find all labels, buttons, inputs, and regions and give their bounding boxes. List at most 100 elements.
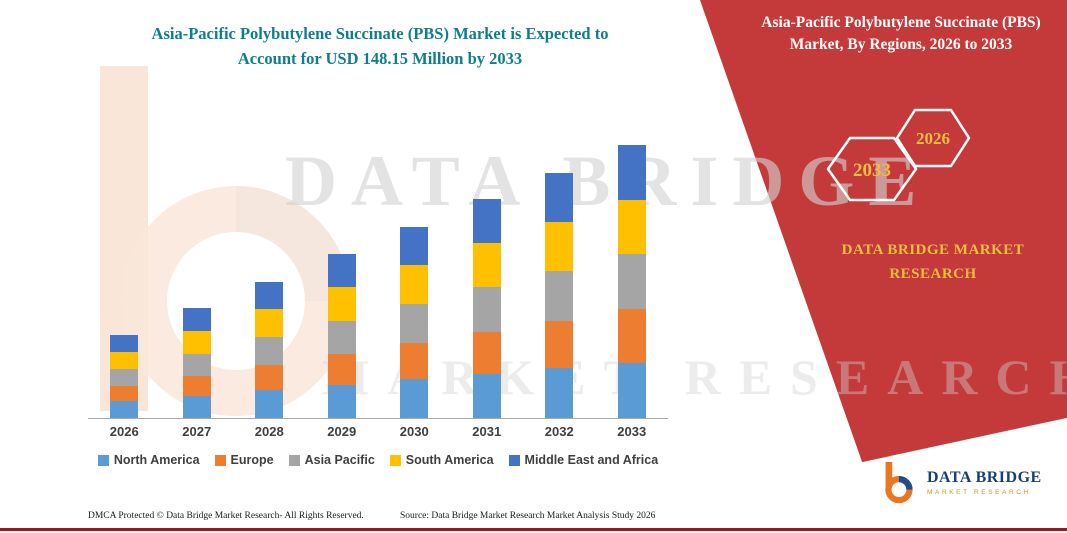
legend-swatch: [389, 454, 401, 466]
bar-stack: [110, 335, 139, 418]
bar-segment-asia-pacific: [110, 369, 139, 386]
brand-logo: DATA BRIDGE MARKET RESEARCH: [876, 460, 1042, 504]
bar-stack: [472, 198, 501, 418]
bar-column: [596, 145, 669, 418]
bar-segment-asia-pacific: [327, 320, 356, 354]
bar-column: [306, 254, 379, 418]
category-label: 2031: [472, 424, 502, 439]
bar-segment-south-america: [472, 243, 501, 288]
bar-segment-middle-east-and-africa: [182, 307, 211, 331]
bar-stack: [255, 281, 284, 418]
hexagon-2033-label: 2033: [853, 160, 891, 181]
bar-segment-north-america: [472, 373, 501, 418]
hexagon-2026-outline: [895, 108, 971, 168]
bar-segment-south-america: [400, 265, 429, 305]
bar-segment-south-america: [255, 309, 284, 338]
bar-segment-middle-east-and-africa: [617, 145, 646, 200]
bar-segment-asia-pacific: [182, 353, 211, 376]
category-label: 2027: [182, 424, 212, 439]
dmca-text: DMCA Protected © Data Bridge Market Rese…: [88, 511, 364, 521]
hexagon-2026-label: 2026: [916, 129, 950, 148]
panel-brand-text: DATA BRIDGE MARKET RESEARCH: [805, 238, 1061, 286]
legend-swatch: [214, 454, 226, 466]
legend-label: North America: [113, 453, 200, 467]
bar-segment-asia-pacific: [617, 254, 646, 310]
bar-column: [523, 173, 596, 418]
bar-segment-south-america: [617, 199, 646, 255]
legend-label: Asia Pacific: [304, 453, 375, 467]
bar-column: [161, 307, 234, 418]
bar-segment-middle-east-and-africa: [472, 198, 501, 244]
main-headline-line2: Account for USD 148.15 Million by 2033: [237, 48, 523, 68]
category-label: 2028: [254, 424, 284, 439]
legend-label: Middle East and Africa: [524, 453, 659, 467]
chart-legend: North America Europe Asia Pacific South Ame…: [78, 453, 678, 467]
bar-stack: [182, 307, 211, 418]
category-label: 2033: [617, 424, 647, 439]
panel-brand-line2: RESEARCH: [889, 266, 977, 282]
bar-column: [88, 335, 161, 418]
main-headline: Asia-Pacific Polybutylene Succinate (PBS…: [110, 22, 650, 72]
bar-segment-middle-east-and-africa: [327, 254, 356, 288]
bar-segment-asia-pacific: [472, 287, 501, 332]
bar-segment-south-america: [110, 351, 139, 370]
bar-segment-south-america: [182, 330, 211, 354]
category-label: 2030: [399, 424, 429, 439]
bar-segment-europe: [472, 331, 501, 374]
bar-segment-europe: [617, 309, 646, 363]
bar-segment-middle-east-and-africa: [400, 226, 429, 266]
year-hexagons: 2033 2026: [826, 108, 971, 202]
category-label: 2026: [109, 424, 139, 439]
bar-segment-asia-pacific: [255, 337, 284, 365]
bar-segment-middle-east-and-africa: [545, 173, 574, 223]
bar-segment-north-america: [110, 401, 139, 418]
bar-segment-europe: [255, 364, 284, 391]
category-labels: 2026 2027 2028 2029 2030 2031 2032 2033: [88, 424, 668, 439]
bar-segment-north-america: [255, 390, 284, 418]
hexagon-2033-outline: [826, 136, 918, 202]
brand-logo-name: DATA BRIDGE: [927, 468, 1042, 486]
bar-column: [451, 198, 524, 418]
watermark-text-line1: DATA BRIDGE: [285, 141, 931, 221]
bar-segment-europe: [182, 375, 211, 396]
category-label: 2032: [544, 424, 574, 439]
bar-segment-asia-pacific: [400, 304, 429, 343]
legend-swatch: [288, 454, 300, 466]
watermark-text-line2: MARKET RESEARCH: [322, 349, 1067, 405]
bar-segment-north-america: [327, 384, 356, 418]
legend-item: Asia Pacific: [288, 453, 375, 467]
brand-logo-text: DATA BRIDGE MARKET RESEARCH: [927, 469, 1042, 496]
brand-logo-icon: [885, 461, 913, 504]
legend-swatch: [97, 454, 109, 466]
bar-segment-south-america: [545, 222, 574, 271]
brand-logo-subtitle: MARKET RESEARCH: [927, 488, 1031, 496]
legend-label: South America: [405, 453, 494, 467]
bar-stack: [400, 226, 429, 418]
bar-segment-north-america: [617, 362, 646, 418]
bar-segment-middle-east-and-africa: [110, 335, 139, 352]
bar-stack: [545, 173, 574, 418]
category-label: 2029: [327, 424, 357, 439]
bar-segment-europe: [110, 385, 139, 402]
bar-segment-europe: [400, 342, 429, 380]
bar-segment-north-america: [545, 368, 574, 418]
bar-column: [233, 281, 306, 418]
legend-label: Europe: [230, 453, 274, 467]
bar-segment-north-america: [182, 395, 211, 418]
bar-stack: [327, 254, 356, 418]
legend-item: Europe: [214, 453, 274, 467]
panel-brand-line1: DATA BRIDGE MARKET: [841, 242, 1025, 258]
bar-stack: [617, 145, 646, 418]
bar-segment-middle-east-and-africa: [255, 281, 284, 310]
bar-segment-south-america: [327, 287, 356, 321]
legend-swatch: [508, 454, 520, 466]
plot-area: [88, 96, 668, 419]
right-panel-title: Asia-Pacific Polybutylene Succinate (PBS…: [761, 14, 1041, 54]
legend-item: South America: [389, 453, 494, 467]
bar-segment-north-america: [400, 379, 429, 418]
bottom-border-line: [0, 528, 1067, 531]
bar-segment-europe: [327, 353, 356, 385]
source-text: Source: Data Bridge Market Research Mark…: [400, 511, 656, 521]
main-headline-line1: Asia-Pacific Polybutylene Succinate (PBS…: [151, 24, 609, 43]
